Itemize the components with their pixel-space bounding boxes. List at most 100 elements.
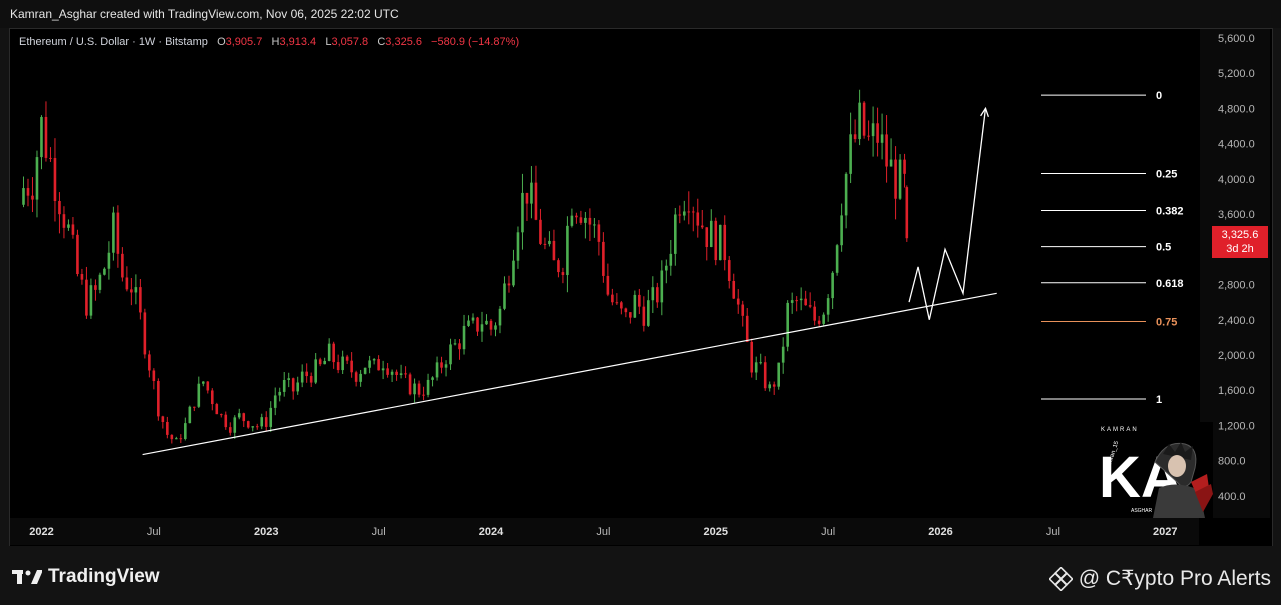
candle-body [732,280,736,299]
candle-body [143,312,147,355]
candle-body [404,373,407,375]
change-value: −580.9 (−14.87%) [431,36,520,48]
chart-credit: Kamran_Asghar created with TradingView.c… [10,7,399,21]
time-axis[interactable] [10,518,1199,545]
price-tick-label: 1,600.0 [1218,385,1255,397]
candle-body [26,188,30,196]
candle-body [763,362,767,389]
candle-body [53,158,57,201]
candle-body [363,367,367,374]
candle-body [462,325,466,350]
candle-body [152,370,156,382]
avatar-top-text: KAMRAN [1101,427,1139,433]
author-avatar: KAMRAN KA ASGHAR @Kamran_15 [1095,422,1213,518]
candle-body [251,426,255,428]
projection-arrowhead [980,106,989,118]
candle-body [467,320,470,326]
candle-body [705,227,709,248]
price-tick-label: 5,600.0 [1218,33,1255,45]
candle-body [327,343,331,361]
candle-body [593,224,596,226]
projection-path [908,108,987,320]
candle-body [228,427,232,433]
candle-body [552,240,556,261]
candle-body [148,354,151,371]
time-tick-label: Jul [372,526,386,538]
candle-body [85,279,88,316]
candle-body [489,320,493,330]
candle-body [157,381,160,417]
candle-body [237,413,241,418]
candle-body [822,314,825,324]
candle-body [597,224,601,242]
candle-body [817,320,821,324]
time-tick-label: 2023 [254,526,278,538]
candle-body [665,265,668,271]
candle-body [314,359,317,383]
candle-body [718,224,722,261]
time-tick-label: Jul [147,526,161,538]
candle-body [548,240,551,245]
candle-body [103,268,106,275]
candle-body [723,224,727,261]
candle-body [260,417,264,427]
candle-body [624,308,628,313]
candle-body [876,123,879,143]
candle-body [107,252,111,269]
candle-body [332,343,335,363]
candle-body [134,287,138,293]
candle-body [246,421,250,428]
symbol-name[interactable]: Ethereum / U.S. Dollar · 1W · Bitstamp [19,36,208,48]
candle-body [534,182,538,220]
candle-body [125,277,129,290]
candle-body [170,434,174,440]
fib-level-label: 0 [1156,90,1162,102]
candle-body [777,362,780,387]
price-tick-label: 4,000.0 [1218,174,1255,186]
candle-body [678,214,682,216]
candle-body [255,426,259,428]
candle-body [408,374,412,395]
candle-body [898,159,902,199]
candle-body [485,320,488,325]
candle-body [224,414,228,428]
candle-body [781,346,785,363]
price-tick-label: 3,600.0 [1218,209,1255,221]
candle-body [611,294,614,303]
candle-body [161,416,165,422]
candle-body [390,371,394,375]
candle-body [458,343,461,350]
candle-body [318,359,322,365]
candle-body [300,371,304,383]
candle-body [422,394,425,396]
candle-body [377,359,380,371]
candle-body [179,438,183,440]
fib-level-label: 0.618 [1156,278,1184,290]
candle-body [615,302,619,304]
candle-body [444,364,448,368]
candle-body [813,306,816,321]
candle-body [197,383,201,407]
candle-body [579,217,583,223]
candle-body [121,253,124,278]
fib-level-label: 0.75 [1156,317,1177,329]
candle-body [242,413,246,422]
candle-body [139,287,142,313]
candle-body [345,356,349,361]
time-tick-label: 2026 [928,526,952,538]
candle-body [638,294,641,307]
candle-body [804,298,807,306]
candle-body [853,134,857,140]
candle-body [826,298,830,315]
tradingview-wordmark: TradingView [48,566,160,587]
candle-body [867,135,870,137]
low-label: L [325,36,332,48]
candle-body [844,173,848,216]
candle-body [233,417,237,433]
tradingview-logo[interactable]: TradingView [12,566,160,588]
candle-body [471,317,475,321]
high-label: H [271,36,280,48]
candle-body [880,134,884,143]
candle-body [633,294,637,318]
candle-body [49,157,52,159]
